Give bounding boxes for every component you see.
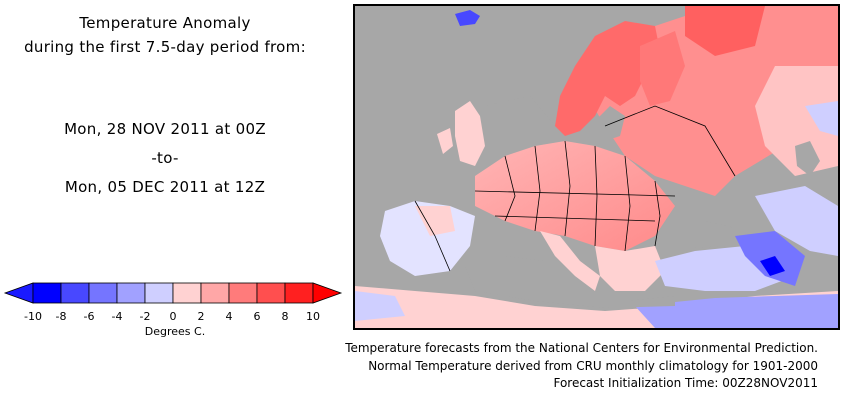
end-date: Mon, 05 DEC 2011 at 12Z — [64, 178, 266, 196]
sea-caspian — [795, 141, 820, 176]
legend-tick-label: -2 — [139, 310, 151, 323]
sea-baltic — [595, 106, 625, 141]
legend-bin-4 — [144, 282, 174, 304]
map-canvas — [355, 6, 838, 328]
region-italy — [540, 231, 600, 291]
legend-bin-2 — [88, 282, 118, 304]
region-sahara-blue — [635, 294, 838, 328]
legend-tick-label: 0 — [169, 310, 177, 323]
legend-bin-1 — [60, 282, 90, 304]
legend-bin-8 — [256, 282, 286, 304]
country-borders — [414, 105, 736, 272]
legend-bin-5 — [172, 282, 202, 304]
region-cold-core — [760, 256, 785, 276]
legend-tick-label: -6 — [83, 310, 95, 323]
legend-unit: Degrees C. — [144, 325, 206, 338]
region-iberia-warm — [415, 206, 455, 236]
region-central-europe — [475, 141, 675, 251]
date-separator: -to- — [151, 149, 179, 167]
footer-climatology: Normal Temperature derived from CRU mont… — [368, 359, 818, 373]
legend-bin-6 — [200, 282, 230, 304]
legend-tick-label: 6 — [253, 310, 261, 323]
start-date: Mon, 28 NOV 2011 at 00Z — [64, 120, 266, 138]
legend-tick-label: 8 — [281, 310, 289, 323]
anomaly-map — [353, 4, 840, 330]
legend-arrow-high — [312, 282, 343, 304]
title-line-1: Temperature Anomaly — [79, 14, 251, 32]
info-panel: Temperature Anomaly during the first 7.5… — [0, 0, 343, 406]
region-finland — [640, 31, 685, 106]
legend-tick-label: 4 — [225, 310, 233, 323]
sea-black — [675, 221, 735, 248]
legend-bin-7 — [228, 282, 258, 304]
region-balkans — [595, 246, 665, 291]
region-scandinavia — [555, 21, 660, 136]
region-ural-blue — [805, 101, 838, 136]
sea-north — [485, 96, 555, 146]
legend-bin-9 — [284, 282, 314, 304]
region-africa-blue — [355, 291, 405, 321]
legend-arrow-low — [3, 282, 34, 304]
legend-tick-label: -8 — [55, 310, 67, 323]
footer-init-time: Forecast Initialization Time: 00Z28NOV20… — [553, 376, 818, 390]
region-uk — [455, 101, 485, 166]
legend-bin-3 — [116, 282, 146, 304]
region-northeast-russia — [685, 6, 765, 56]
region-iceland — [455, 10, 480, 26]
region-east-pale — [755, 66, 838, 176]
legend-colorbar — [3, 282, 343, 304]
color-legend: -10 -8 -6 -4 -2 0 2 4 6 8 10 Degrees C. — [0, 280, 345, 340]
region-ireland — [437, 128, 453, 154]
legend-tick-label: -4 — [111, 310, 123, 323]
sea-mediterranean — [465, 256, 675, 308]
legend-tick-label: 10 — [306, 310, 320, 323]
legend-tick-label: 2 — [197, 310, 205, 323]
title-line-2: during the first 7.5-day period from: — [24, 38, 306, 56]
region-caucasus — [755, 186, 838, 256]
legend-bin-0 — [32, 282, 62, 304]
footer-source: Temperature forecasts from the National … — [345, 341, 818, 355]
legend-tick-label: -10 — [24, 310, 42, 323]
